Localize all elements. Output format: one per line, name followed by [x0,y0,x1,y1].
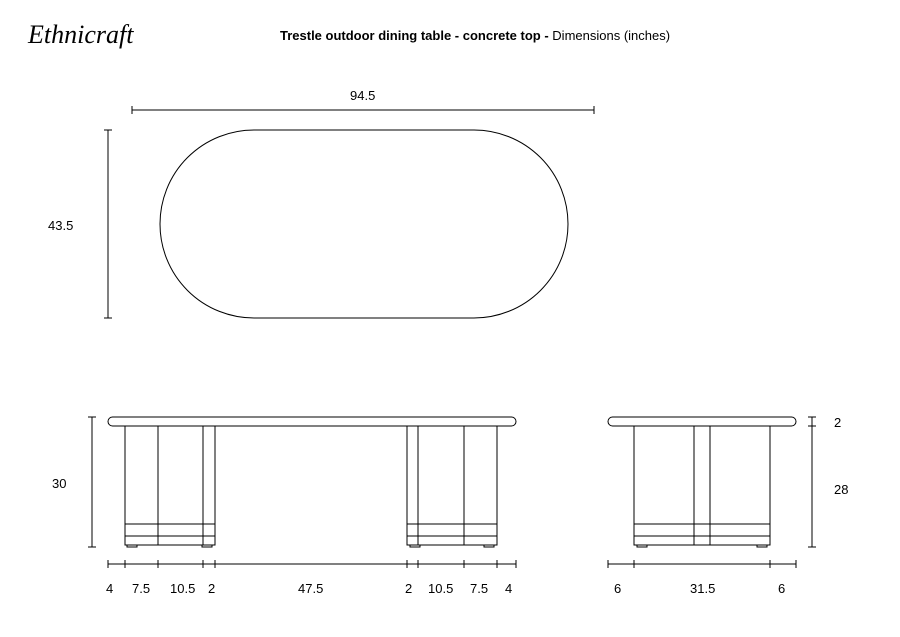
dim-side-b2: 6 [778,581,785,596]
dim-side-top-thk: 2 [834,415,841,430]
side-view-drawing [0,0,900,637]
dim-side-b1: 31.5 [690,581,715,596]
dim-side-b0: 6 [614,581,621,596]
dim-side-leg-h: 28 [834,482,848,497]
